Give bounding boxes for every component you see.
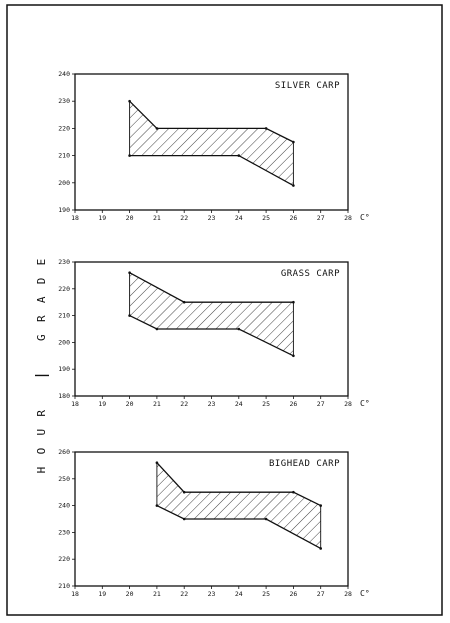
x-tick-label: 23 (208, 214, 216, 222)
x-tick-label: 23 (208, 400, 216, 408)
x-tick-label: 26 (289, 590, 297, 598)
x-tick-label: 18 (71, 214, 79, 222)
x-tick-label: 22 (180, 590, 188, 598)
ylabel-char: A (35, 296, 48, 303)
y-tick-label: 200 (58, 179, 70, 187)
x-tick-label: 27 (317, 590, 325, 598)
y-tick-label: 200 (58, 338, 70, 346)
hatched-band (129, 101, 294, 186)
data-point (237, 154, 241, 157)
chart-panel: 18 19 20 21 22 23 24 25 26 27 28 C° 210 220 230 240 250 2… (58, 448, 369, 598)
x-tick-label: 20 (126, 590, 134, 598)
x-tick-label: 19 (98, 590, 106, 598)
y-tick-label: 210 (58, 152, 70, 160)
x-tick-label: 27 (317, 400, 325, 408)
x-tick-label: 24 (235, 214, 243, 222)
x-tick-label: 28 (344, 590, 352, 598)
figure-border (6, 4, 443, 616)
x-tick-label: 25 (262, 214, 270, 222)
lower-boundary-line (156, 505, 322, 550)
data-point (155, 127, 159, 130)
upper-boundary-line (129, 100, 294, 143)
x-tick-label: 20 (126, 400, 134, 408)
x-tick-label: 27 (317, 214, 325, 222)
y-tick-label: 240 (58, 70, 70, 78)
x-tick-label: 21 (153, 400, 161, 408)
ylabel-char: R (35, 410, 48, 417)
y-tick-label: 210 (58, 312, 70, 320)
panel-title: SILVER CARP (275, 81, 340, 91)
y-tick-label: 230 (58, 97, 70, 105)
x-tick-label: 25 (262, 400, 270, 408)
y-tick-label: 220 (58, 124, 70, 132)
y-axis-label: H O U R G R A D E (35, 259, 49, 474)
ylabel-char: H (35, 467, 48, 474)
data-point (155, 327, 159, 331)
ylabel-char: E (35, 259, 48, 266)
ylabel-char: R (35, 315, 48, 322)
y-tick-label: 260 (58, 448, 70, 456)
data-point (182, 490, 186, 494)
upper-boundary-line (156, 462, 321, 507)
ylabel-char: U (35, 429, 48, 436)
data-point (292, 490, 295, 494)
data-point (264, 127, 268, 130)
x-tick-label: 19 (98, 214, 106, 222)
x-tick-label: 24 (235, 590, 243, 598)
y-tick-label: 210 (58, 582, 70, 590)
y-tick-label: 230 (58, 528, 70, 536)
x-tick-label: 21 (153, 214, 161, 222)
x-tick-label: 21 (153, 590, 161, 598)
data-point (264, 517, 268, 521)
ylabel-char: O (35, 448, 48, 455)
y-tick-label: 220 (58, 285, 70, 293)
y-tick-label: 180 (58, 392, 70, 400)
lower-boundary-line (129, 315, 294, 357)
ylabel-char: G (35, 334, 48, 341)
x-tick-label: 22 (180, 400, 188, 408)
chart-panel: 18 19 20 21 22 23 24 25 26 27 28 C° 190 200 210 220 230 2… (58, 70, 369, 222)
panel-title: BIGHEAD CARP (269, 459, 340, 469)
panel-title: GRASS CARP (281, 269, 340, 279)
data-point (182, 300, 186, 304)
x-tick-label: 20 (126, 214, 134, 222)
y-tick-label: 250 (58, 475, 70, 483)
x-tick-label: 28 (344, 214, 352, 222)
x-tick-label: 18 (71, 590, 79, 598)
data-point (237, 327, 241, 331)
chart-panel: 18 19 20 21 22 23 24 25 26 27 28 C° 180 190 200 210 220 2… (58, 258, 369, 408)
y-tick-label: 240 (58, 502, 70, 510)
y-tick-label: 190 (58, 206, 70, 214)
x-tick-label: 25 (262, 590, 270, 598)
x-tick-label: 23 (208, 590, 216, 598)
x-tick-label: 18 (71, 400, 79, 408)
hatched-band (156, 462, 321, 549)
y-tick-label: 230 (58, 258, 70, 266)
y-tick-label: 220 (58, 555, 70, 563)
chart-panels: 18 19 20 21 22 23 24 25 26 27 28 C° 190 200 210 220 230 2… (58, 70, 369, 598)
y-tick-label: 190 (58, 365, 70, 373)
x-unit-label: C° (360, 213, 370, 222)
x-tick-label: 26 (289, 214, 297, 222)
data-point (128, 314, 131, 317)
x-tick-label: 26 (289, 400, 297, 408)
x-tick-label: 19 (98, 400, 106, 408)
ylabel-char: D (35, 278, 48, 285)
x-tick-label: 24 (235, 400, 243, 408)
x-tick-label: 28 (344, 400, 352, 408)
data-point (155, 504, 159, 507)
data-point (182, 517, 186, 521)
x-unit-label: C° (360, 399, 370, 408)
x-unit-label: C° (360, 589, 370, 598)
x-tick-label: 22 (180, 214, 188, 222)
